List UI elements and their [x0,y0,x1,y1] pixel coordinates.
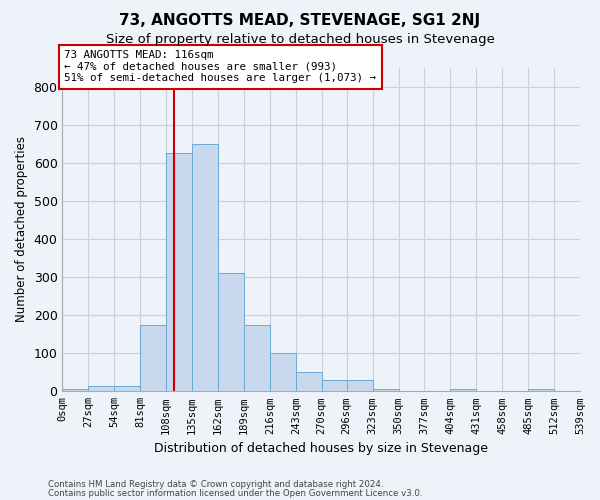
Text: 73, ANGOTTS MEAD, STEVENAGE, SG1 2NJ: 73, ANGOTTS MEAD, STEVENAGE, SG1 2NJ [119,12,481,28]
Text: 73 ANGOTTS MEAD: 116sqm
← 47% of detached houses are smaller (993)
51% of semi-d: 73 ANGOTTS MEAD: 116sqm ← 47% of detache… [64,50,376,84]
Bar [192,144,218,392]
Bar [322,380,347,392]
Bar [528,390,554,392]
Bar [166,153,192,392]
Bar [270,353,296,392]
Bar [373,390,398,392]
Bar [218,273,244,392]
Text: Contains HM Land Registry data © Crown copyright and database right 2024.: Contains HM Land Registry data © Crown c… [48,480,383,489]
Bar [140,324,166,392]
Bar [451,390,476,392]
Y-axis label: Number of detached properties: Number of detached properties [15,136,28,322]
Bar [62,390,88,392]
Bar [114,386,140,392]
Bar [296,372,322,392]
X-axis label: Distribution of detached houses by size in Stevenage: Distribution of detached houses by size … [154,442,488,455]
Bar [244,324,270,392]
Text: Contains public sector information licensed under the Open Government Licence v3: Contains public sector information licen… [48,490,422,498]
Bar [347,380,373,392]
Bar [88,386,114,392]
Text: Size of property relative to detached houses in Stevenage: Size of property relative to detached ho… [106,32,494,46]
